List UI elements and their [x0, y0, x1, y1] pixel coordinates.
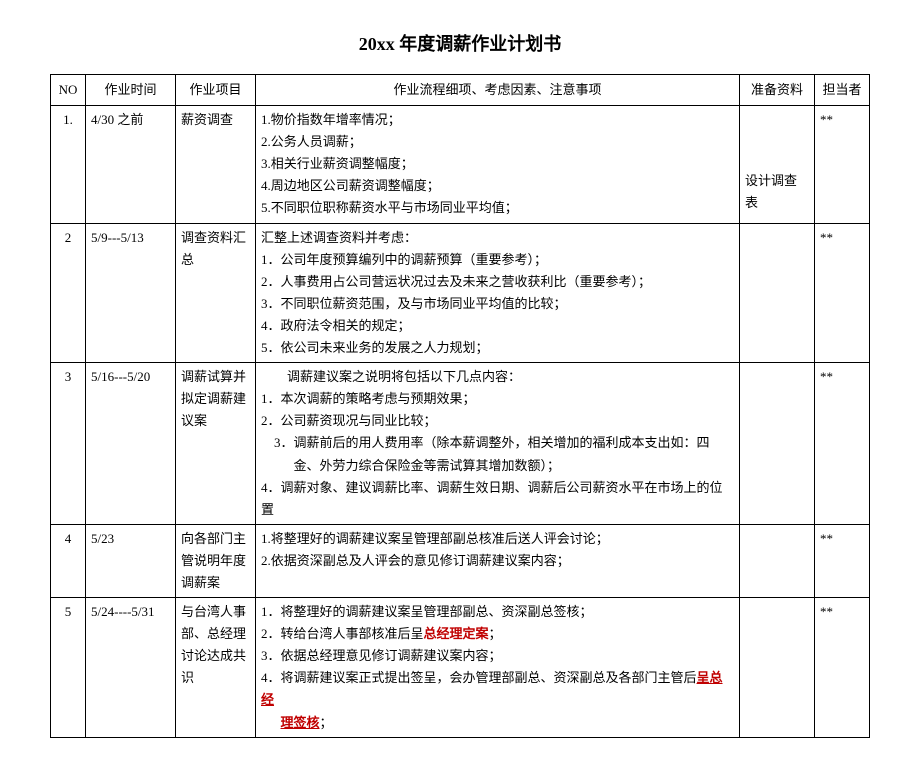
- cell-detail: 汇整上述调查资料并考虑： 1．公司年度预算编列中的调薪预算（重要参考）； 2．人…: [256, 223, 740, 363]
- cell-material: [740, 223, 815, 363]
- detail-line: 2.依据资深副总及人评会的意见修订调薪建议案内容；: [261, 550, 734, 572]
- header-time: 作业时间: [86, 75, 176, 106]
- text-prefix: 4．将调薪建议案正式提出签呈，会办管理部副总、资深副总及各部门主管后: [261, 670, 697, 685]
- cell-material: [740, 363, 815, 525]
- cell-time: 5/16---5/20: [86, 363, 176, 525]
- cell-no: 2: [51, 223, 86, 363]
- cell-time: 4/30 之前: [86, 106, 176, 223]
- cell-no: 1.: [51, 106, 86, 223]
- detail-line: 3．不同职位薪资范围，及与市场同业平均值的比较；: [261, 293, 734, 315]
- cell-time: 5/9---5/13: [86, 223, 176, 363]
- cell-project: 向各部门主管说明年度调薪案: [176, 524, 256, 597]
- detail-line: 1．本次调薪的策略考虑与预期效果；: [261, 388, 734, 410]
- table-row: 4 5/23 向各部门主管说明年度调薪案 1.将整理好的调薪建议案呈管理部副总核…: [51, 524, 870, 597]
- detail-line: 1．将整理好的调薪建议案呈管理部副总、资深副总签核；: [261, 601, 734, 623]
- cell-owner: **: [815, 598, 870, 738]
- table-row: 1. 4/30 之前 薪资调查 1.物价指数年增率情况； 2.公务人员调薪； 3…: [51, 106, 870, 223]
- cell-no: 4: [51, 524, 86, 597]
- document-title: 20xx 年度调薪作业计划书: [50, 30, 870, 56]
- detail-line: 调薪建议案之说明将包括以下几点内容：: [261, 366, 734, 388]
- cell-owner: **: [815, 524, 870, 597]
- detail-line: 理签核；: [261, 712, 734, 734]
- table-row: 3 5/16---5/20 调薪试算并拟定调薪建议案 调薪建议案之说明将包括以下…: [51, 363, 870, 525]
- detail-line: 1．公司年度预算编列中的调薪预算（重要参考）；: [261, 249, 734, 271]
- highlight-text: 理签核: [281, 715, 320, 730]
- cell-detail: 1．将整理好的调薪建议案呈管理部副总、资深副总签核； 2．转给台湾人事部核准后呈…: [256, 598, 740, 738]
- header-detail: 作业流程细项、考虑因素、注意事项: [256, 75, 740, 106]
- detail-line: 4．将调薪建议案正式提出签呈，会办管理部副总、资深副总及各部门主管后呈总经: [261, 667, 734, 711]
- table-header-row: NO 作业时间 作业项目 作业流程细项、考虑因素、注意事项 准备资料 担当者: [51, 75, 870, 106]
- detail-line: 4．政府法令相关的规定；: [261, 315, 734, 337]
- header-material: 准备资料: [740, 75, 815, 106]
- header-project: 作业项目: [176, 75, 256, 106]
- cell-owner: **: [815, 106, 870, 223]
- cell-no: 3: [51, 363, 86, 525]
- highlight-text: 总经理定案: [424, 626, 489, 641]
- detail-line: 2．转给台湾人事部核准后呈总经理定案；: [261, 623, 734, 645]
- detail-line: 5.不同职位职称薪资水平与市场同业平均值；: [261, 197, 734, 219]
- cell-time: 5/23: [86, 524, 176, 597]
- detail-line: 4.周边地区公司薪资调整幅度；: [261, 175, 734, 197]
- cell-project: 与台湾人事部、总经理讨论达成共识: [176, 598, 256, 738]
- detail-line: 2．人事费用占公司营运状况过去及未来之营收获利比（重要参考）；: [261, 271, 734, 293]
- detail-line: 2.公务人员调薪；: [261, 131, 734, 153]
- cell-detail: 调薪建议案之说明将包括以下几点内容： 1．本次调薪的策略考虑与预期效果； 2．公…: [256, 363, 740, 525]
- table-row: 2 5/9---5/13 调查资料汇总 汇整上述调查资料并考虑： 1．公司年度预…: [51, 223, 870, 363]
- text-suffix: ；: [320, 715, 333, 730]
- detail-line: 3．调薪前后的用人费用率（除本薪调整外，相关增加的福利成本支出如：四金、外劳力综…: [261, 432, 734, 476]
- cell-detail: 1.将整理好的调薪建议案呈管理部副总核准后送人评会讨论； 2.依据资深副总及人评…: [256, 524, 740, 597]
- cell-material: [740, 524, 815, 597]
- header-owner: 担当者: [815, 75, 870, 106]
- cell-detail: 1.物价指数年增率情况； 2.公务人员调薪； 3.相关行业薪资调整幅度； 4.周…: [256, 106, 740, 223]
- header-no: NO: [51, 75, 86, 106]
- text-prefix: 2．转给台湾人事部核准后呈: [261, 626, 424, 641]
- text-suffix: ；: [489, 626, 502, 641]
- plan-table: NO 作业时间 作业项目 作业流程细项、考虑因素、注意事项 准备资料 担当者 1…: [50, 74, 870, 738]
- detail-line: 1.物价指数年增率情况；: [261, 109, 734, 131]
- cell-material: [740, 598, 815, 738]
- cell-project: 调薪试算并拟定调薪建议案: [176, 363, 256, 525]
- cell-owner: **: [815, 223, 870, 363]
- cell-no: 5: [51, 598, 86, 738]
- detail-line: 2．公司薪资现况与同业比较；: [261, 410, 734, 432]
- detail-line: 5．依公司未来业务的发展之人力规划；: [261, 337, 734, 359]
- detail-line: 3．依据总经理意见修订调薪建议案内容；: [261, 645, 734, 667]
- cell-owner: **: [815, 363, 870, 525]
- cell-time: 5/24----5/31: [86, 598, 176, 738]
- table-row: 5 5/24----5/31 与台湾人事部、总经理讨论达成共识 1．将整理好的调…: [51, 598, 870, 738]
- detail-line: 1.将整理好的调薪建议案呈管理部副总核准后送人评会讨论；: [261, 528, 734, 550]
- cell-material: 设计调查表: [740, 106, 815, 223]
- cell-project: 薪资调查: [176, 106, 256, 223]
- detail-line: 汇整上述调查资料并考虑：: [261, 227, 734, 249]
- detail-line: 3.相关行业薪资调整幅度；: [261, 153, 734, 175]
- detail-line: 4．调薪对象、建议调薪比率、调薪生效日期、调薪后公司薪资水平在市场上的位置: [261, 477, 734, 521]
- cell-project: 调查资料汇总: [176, 223, 256, 363]
